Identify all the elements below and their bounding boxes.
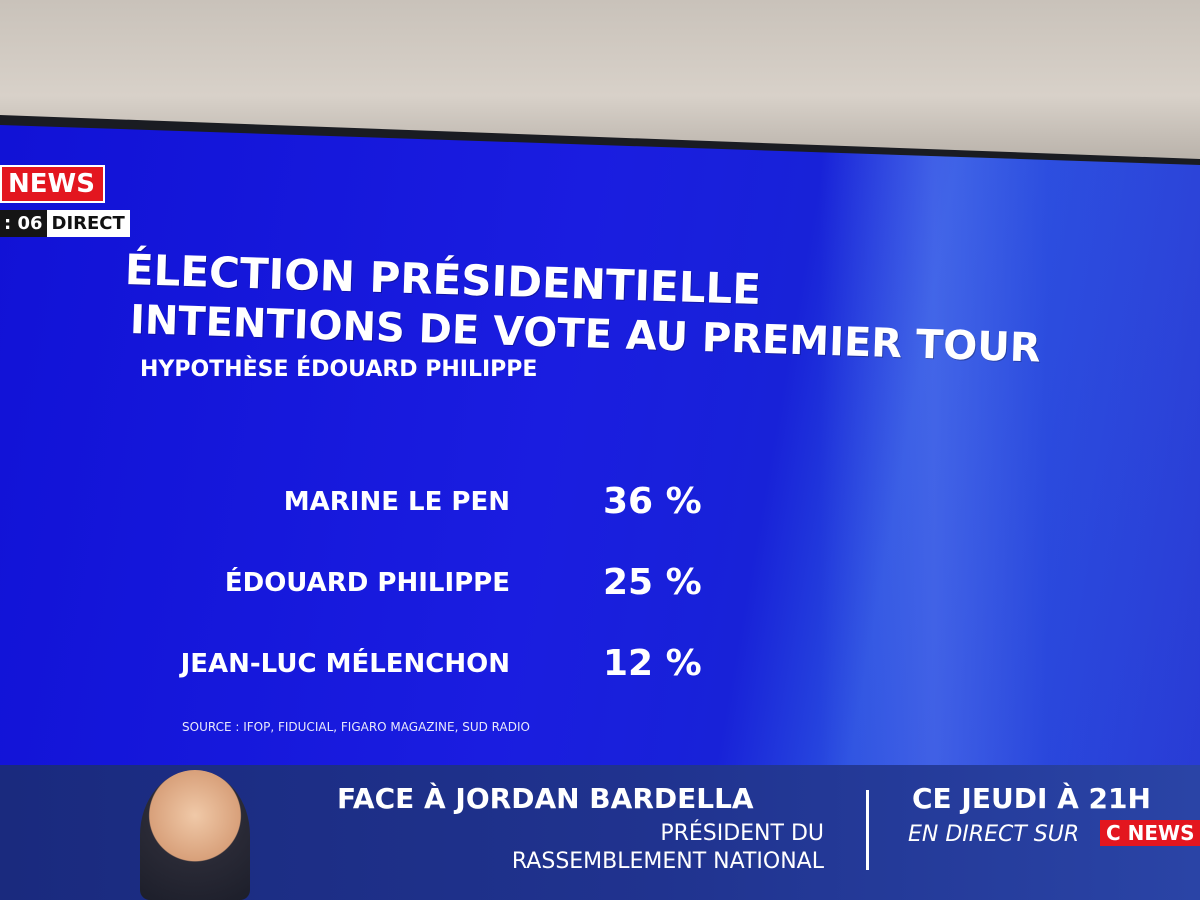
cnews-logo: C NEWS (1100, 820, 1200, 846)
channel-logo: NEWS (0, 165, 105, 203)
show-title: FACE À JORDAN BARDELLA (337, 782, 754, 815)
banner-divider (866, 790, 869, 870)
candidate-percent: 12 % (603, 643, 702, 684)
clock: : 06 (0, 210, 47, 237)
live-on-label: EN DIRECT SUR (908, 822, 1080, 847)
candidate-percent: 36 % (603, 481, 702, 522)
candidate-name: JEAN-LUC MÉLENCHON (180, 649, 510, 679)
guest-role-line-2: RASSEMBLEMENT NATIONAL (511, 849, 824, 874)
direct-label: DIRECT (46, 210, 130, 237)
guest-role: PRÉSIDENT DU RASSEMBLEMENT NATIONAL (512, 820, 824, 876)
candidate-name: ÉDOUARD PHILIPPE (224, 568, 510, 598)
live-indicator: : 06 DIRECT (0, 210, 130, 237)
source-note: SOURCE : IFOP, FIDUCIAL, FIGARO MAGAZINE… (182, 720, 530, 734)
tv-screen: NEWS : 06 DIRECT ÉLECTION PRÉSIDENTIELLE… (0, 125, 1200, 900)
airdate: CE JEUDI À 21H (912, 782, 1151, 815)
candidate-name: MARINE LE PEN (283, 487, 510, 517)
guest-photo (140, 770, 250, 900)
guest-role-line-1: PRÉSIDENT DU (660, 821, 824, 846)
result-row: JEAN-LUC MÉLENCHON 12 % (0, 643, 800, 699)
result-row: MARINE LE PEN 36 % (0, 481, 800, 537)
headline-subtitle: HYPOTHÈSE ÉDOUARD PHILIPPE (140, 357, 538, 382)
result-row: ÉDOUARD PHILIPPE 25 % (0, 562, 800, 618)
promo-banner: FACE À JORDAN BARDELLA PRÉSIDENT DU RASS… (0, 765, 1200, 900)
candidate-percent: 25 % (603, 562, 702, 603)
